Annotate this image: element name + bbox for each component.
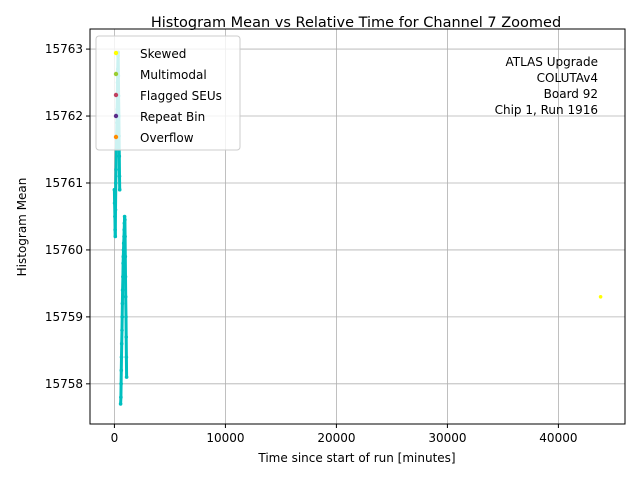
x-axis-label: Time since start of run [minutes] bbox=[257, 451, 455, 465]
x-tick-label: 20000 bbox=[317, 431, 355, 445]
legend-marker bbox=[113, 92, 119, 98]
annotation-line: COLUTAv4 bbox=[537, 71, 598, 85]
data-point bbox=[598, 295, 603, 299]
y-tick-label: 15762 bbox=[45, 109, 83, 123]
x-axis: 0 10000 20000 30000 40000 bbox=[111, 424, 577, 445]
run-annotation: ATLAS Upgrade COLUTAv4 Board 92 Chip 1, Run… bbox=[495, 55, 598, 117]
y-axis-label: Histogram Mean bbox=[15, 178, 29, 277]
legend-marker bbox=[113, 50, 119, 56]
y-tick-label: 15763 bbox=[45, 42, 83, 56]
legend-marker bbox=[113, 113, 119, 119]
legend-label: Skewed bbox=[140, 47, 186, 61]
y-tick-label: 15758 bbox=[45, 377, 83, 391]
legend-label: Overflow bbox=[140, 131, 194, 145]
legend-box bbox=[95, 35, 241, 151]
y-tick-label: 15761 bbox=[45, 176, 83, 190]
x-tick-label: 10000 bbox=[206, 431, 244, 445]
y-tick-label: 15759 bbox=[45, 310, 83, 324]
annotation-line: Chip 1, Run 1916 bbox=[495, 103, 598, 117]
annotation-line: ATLAS Upgrade bbox=[505, 55, 598, 69]
x-tick-label: 0 bbox=[111, 431, 119, 445]
legend: Skewed Multimodal Flagged SEUs Repeat Bin Ov… bbox=[95, 35, 241, 151]
chart-title: Histogram Mean vs Relative Time for Chan… bbox=[151, 15, 561, 31]
x-tick-label: 40000 bbox=[539, 431, 577, 445]
legend-label: Multimodal bbox=[140, 68, 207, 82]
x-tick-label: 30000 bbox=[428, 431, 466, 445]
legend-label: Repeat Bin bbox=[140, 110, 205, 124]
legend-marker bbox=[113, 71, 119, 77]
y-tick-label: 15760 bbox=[45, 243, 83, 257]
legend-label: Flagged SEUs bbox=[140, 89, 222, 103]
plot-frame bbox=[89, 28, 626, 425]
legend-marker bbox=[113, 134, 119, 140]
annotation-line: Board 92 bbox=[544, 87, 598, 101]
y-axis: 15758 15759 15760 15761 15762 15763 bbox=[45, 42, 90, 391]
